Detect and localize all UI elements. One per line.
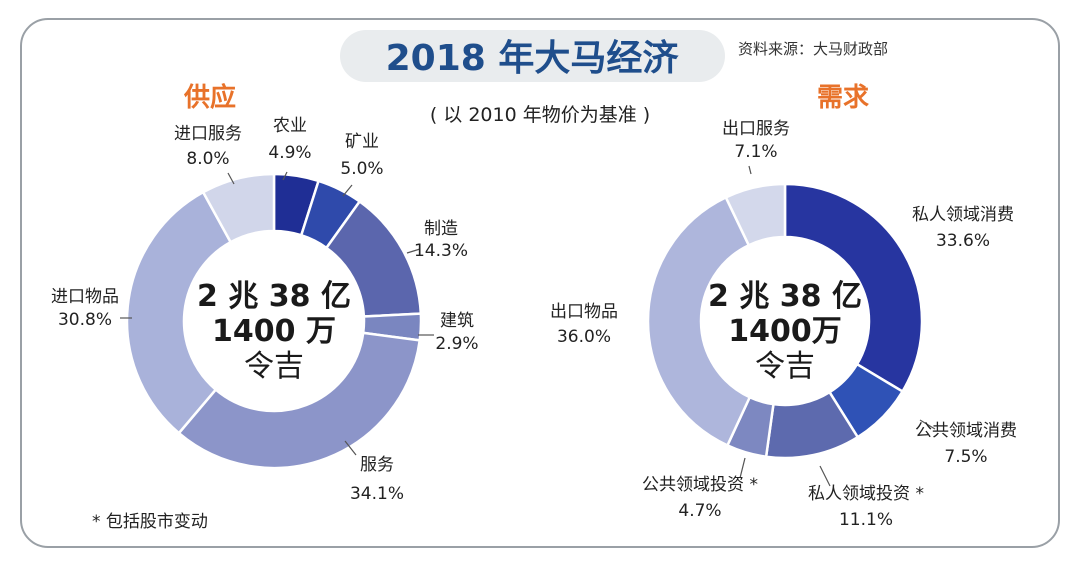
demand-label-value-2: 11.1% <box>839 510 893 530</box>
demand-label-value-0: 33.6% <box>936 231 990 251</box>
supply-leader-line-4 <box>344 440 357 456</box>
demand-center-total-line1: 2 兆 38 亿 <box>708 279 862 314</box>
supply-leader-line-6 <box>227 172 235 185</box>
title-pill <box>340 30 725 82</box>
demand-center-total-line2: 1400万 <box>728 314 842 349</box>
supply-leader-line-1 <box>342 184 353 197</box>
demand-leader-line-5 <box>748 165 752 175</box>
demand-label-name-4: 出口物品 <box>550 302 618 322</box>
demand-slice-5 <box>724 182 787 247</box>
demand-label-value-5: 7.1% <box>734 142 777 162</box>
supply-slice-6 <box>201 172 276 244</box>
supply-label-name-6: 进口服务 <box>174 124 242 144</box>
demand-slice-4 <box>646 195 752 447</box>
supply-section-title: 供应 <box>183 82 236 113</box>
supply-label-value-1: 5.0% <box>340 159 383 179</box>
demand-leader-line-3 <box>739 457 746 479</box>
demand-donut-chart: 私人领域消费 33.6% 公共领域消费 7.5% 私人领域投资 * 11.1% 公共领域投资… <box>550 119 1017 530</box>
demand-leader-line-2 <box>819 465 831 487</box>
supply-center-total-line2: 1400 万 <box>212 314 336 349</box>
subtitle: ( 以 2010 年物价为基准 ) <box>430 104 650 126</box>
supply-label-name-3: 建筑 <box>440 311 474 331</box>
demand-section-title: 需求 <box>817 83 869 113</box>
demand-label-name-0: 私人领域消费 <box>912 205 1014 225</box>
demand-label-name-2: 私人领域投资 * <box>808 484 924 504</box>
demand-label-name-1: 公共领域消费 <box>915 421 1017 441</box>
demand-slice-0 <box>783 182 924 394</box>
supply-label-name-4: 服务 <box>360 455 394 475</box>
demand-center-currency: 令吉 <box>755 349 815 384</box>
supply-label-value-5: 30.8% <box>58 310 112 330</box>
supply-label-value-2: 14.3% <box>414 241 468 261</box>
main-title: 2018 年大马经济 <box>386 38 680 79</box>
demand-label-value-3: 4.7% <box>678 501 721 521</box>
supply-leader-line-2 <box>406 248 421 254</box>
supply-label-name-1: 矿业 <box>345 132 379 152</box>
supply-label-name-5: 进口物品 <box>51 287 119 307</box>
footnote: * 包括股市变动 <box>92 512 208 532</box>
supply-label-name-0: 农业 <box>273 116 307 136</box>
demand-label-value-4: 36.0% <box>557 327 611 347</box>
demand-leader-line-1 <box>919 419 936 430</box>
supply-slice-4 <box>177 331 422 470</box>
demand-label-value-1: 7.5% <box>944 447 987 467</box>
supply-slice-5 <box>125 190 233 435</box>
supply-center-currency: 令吉 <box>244 349 304 384</box>
supply-label-value-0: 4.9% <box>268 143 311 163</box>
supply-leader-line-0 <box>282 171 288 181</box>
source-note: 资料来源：大马财政部 <box>738 40 888 58</box>
demand-label-name-5: 出口服务 <box>722 119 790 139</box>
supply-label-value-3: 2.9% <box>435 334 478 354</box>
supply-label-name-2: 制造 <box>424 219 458 239</box>
supply-label-value-4: 34.1% <box>350 484 404 504</box>
supply-center-total-line1: 2 兆 38 亿 <box>197 279 351 314</box>
demand-label-name-3: 公共领域投资 * <box>642 475 758 495</box>
supply-label-value-6: 8.0% <box>186 149 229 169</box>
